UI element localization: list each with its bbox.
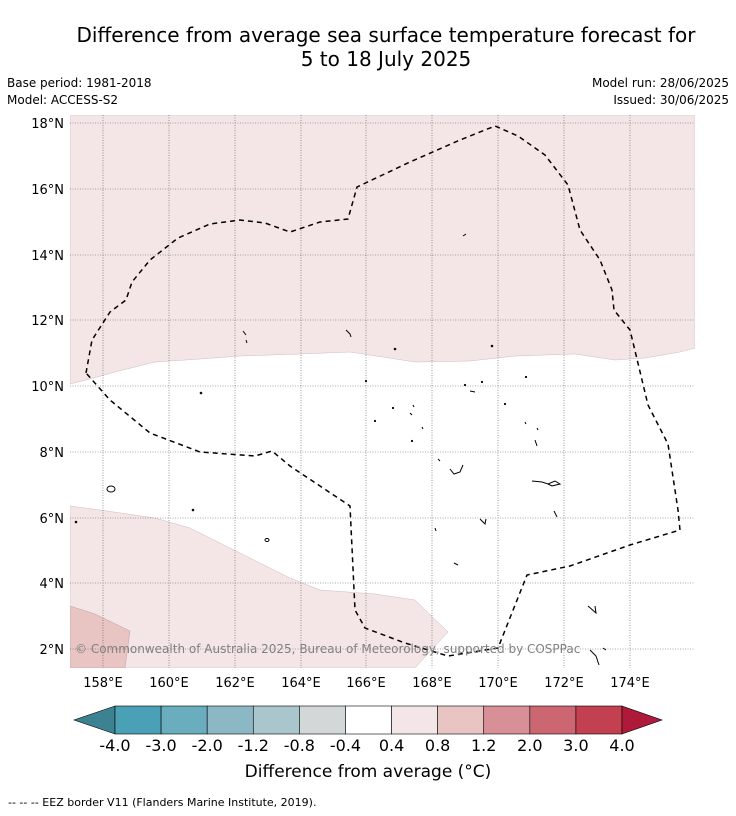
colorbar-swatch bbox=[483, 705, 531, 735]
model-run: Model run: 28/06/2025 bbox=[591, 76, 729, 90]
lat-tick-label: 8°N bbox=[40, 446, 65, 461]
eez-footnote: -- -- -- EEZ border V11 (Flanders Marine… bbox=[8, 796, 317, 809]
lat-tick-label: 12°N bbox=[31, 314, 64, 329]
lat-tick-label: 18°N bbox=[31, 117, 64, 132]
colorbar-swatch bbox=[391, 705, 438, 735]
longitude-ticks: 158°E 160°E 162°E 164°E 166°E 168°E 170°E 172°E… bbox=[83, 676, 650, 691]
issued-date: Issued: 30/06/2025 bbox=[613, 93, 729, 107]
colorbar-swatch bbox=[252, 705, 300, 735]
lon-tick-label: 162°E bbox=[215, 676, 255, 691]
colorbar-swatch bbox=[114, 705, 162, 735]
lon-tick-label: 164°E bbox=[281, 676, 321, 691]
model-name: Model: ACCESS-S2 bbox=[7, 93, 119, 107]
colorbar-swatch bbox=[160, 705, 208, 735]
eez-border bbox=[85, 125, 681, 657]
colorbar-tick-label: 0.4 bbox=[379, 736, 404, 755]
colorbar-tick-label: -3.0 bbox=[145, 736, 176, 755]
colorbar-swatch bbox=[575, 705, 623, 735]
latitude-ticks: 18°N 16°N 14°N 12°N 10°N 8°N 6°N 4°N 2°N bbox=[31, 117, 64, 658]
colorbar-swatch bbox=[206, 705, 254, 735]
colorbar-tick-label: -0.4 bbox=[330, 736, 361, 755]
colorbar-tick-label: -4.0 bbox=[99, 736, 130, 755]
anomaly-region-southwest bbox=[70, 605, 131, 668]
colorbar-max-arrow bbox=[621, 705, 663, 735]
lat-tick-label: 4°N bbox=[40, 577, 65, 592]
colorbar-swatch bbox=[299, 705, 346, 735]
colorbar-ticks: -4.0 -3.0 -2.0 -1.2 -0.8 -0.4 0.4 0.8 1.2 2.0 3.0 4… bbox=[99, 736, 634, 755]
colorbar-swatch bbox=[345, 705, 392, 735]
lon-tick-label: 172°E bbox=[544, 676, 584, 691]
lon-tick-label: 160°E bbox=[149, 676, 189, 691]
lon-tick-label: 170°E bbox=[478, 676, 518, 691]
lat-tick-label: 10°N bbox=[31, 380, 64, 395]
base-period: Base period: 1981-2018 bbox=[7, 76, 152, 90]
colorbar-min-arrow bbox=[73, 705, 116, 735]
colorbar-tick-label: 0.8 bbox=[425, 736, 450, 755]
colorbar-swatch bbox=[437, 705, 485, 735]
lon-tick-label: 166°E bbox=[346, 676, 386, 691]
colorbar-tick-label: 3.0 bbox=[563, 736, 588, 755]
colorbar-label: Difference from average (°C) bbox=[244, 762, 492, 782]
colorbar-tick-label: -1.2 bbox=[238, 736, 269, 755]
lat-tick-label: 14°N bbox=[31, 249, 64, 264]
chart-title-line1: Difference from average sea surface temp… bbox=[76, 23, 696, 47]
lon-tick-label: 158°E bbox=[83, 676, 123, 691]
chart-title-line2: 5 to 18 July 2025 bbox=[300, 47, 472, 71]
colorbar-tick-label: 4.0 bbox=[609, 736, 634, 755]
lat-tick-label: 2°N bbox=[40, 643, 65, 658]
colorbar-tick-label: -0.8 bbox=[284, 736, 315, 755]
islands bbox=[74, 233, 607, 666]
graticule bbox=[70, 115, 695, 668]
colorbar-tick-label: 1.2 bbox=[471, 736, 496, 755]
colorbar bbox=[73, 705, 663, 735]
copyright-notice: © Commonwealth of Australia 2025, Bureau… bbox=[75, 642, 580, 656]
colorbar-tick-label: 2.0 bbox=[517, 736, 542, 755]
lat-tick-label: 16°N bbox=[31, 183, 64, 198]
anomaly-region-north bbox=[70, 115, 695, 385]
lon-tick-label: 168°E bbox=[412, 676, 452, 691]
lat-tick-label: 6°N bbox=[40, 512, 65, 527]
lon-tick-label: 174°E bbox=[610, 676, 650, 691]
colorbar-swatch bbox=[529, 705, 577, 735]
colorbar-tick-label: -2.0 bbox=[192, 736, 223, 755]
